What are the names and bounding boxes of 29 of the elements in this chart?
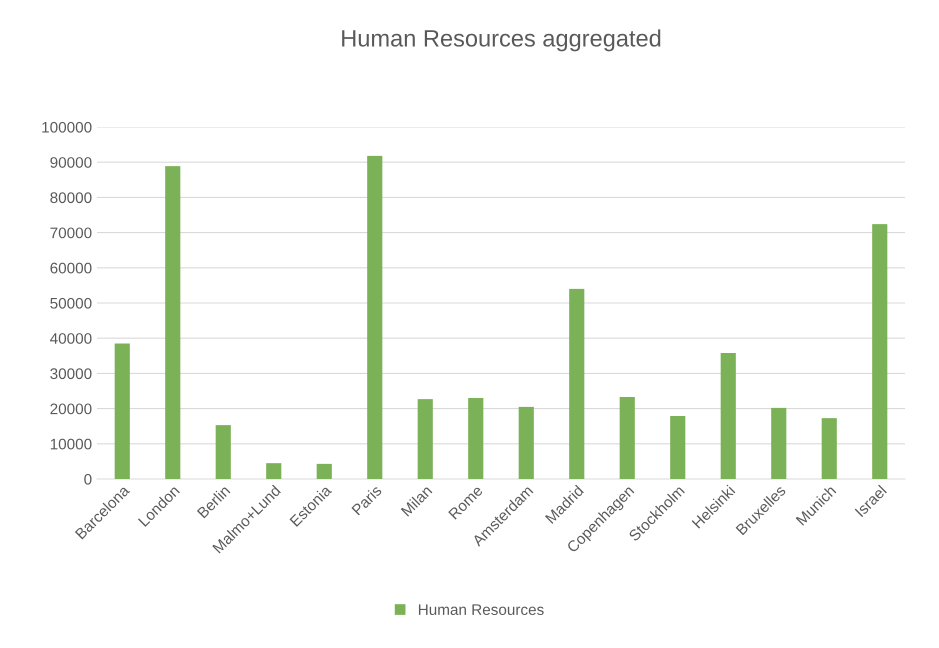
y-tick-label: 80000 xyxy=(50,192,92,204)
y-tick-label: 90000 xyxy=(50,157,92,168)
bar xyxy=(266,463,282,479)
y-tick-label: 30000 xyxy=(50,368,92,380)
legend-label: Human Resources xyxy=(418,604,544,616)
y-tick-label: 0 xyxy=(84,474,92,485)
bar xyxy=(418,399,433,479)
bar xyxy=(822,418,837,479)
bar xyxy=(569,288,584,479)
bar xyxy=(468,398,484,479)
bar xyxy=(114,343,130,479)
bar xyxy=(518,406,534,479)
bar xyxy=(872,224,888,479)
y-tick-label: 70000 xyxy=(50,227,92,238)
y-tick-label: 60000 xyxy=(50,262,92,274)
bar xyxy=(670,416,686,479)
bar xyxy=(316,464,332,479)
y-tick-label: 20000 xyxy=(50,403,92,414)
bar xyxy=(165,166,180,479)
y-tick-label: 40000 xyxy=(50,333,92,344)
bar xyxy=(720,352,736,479)
bar xyxy=(771,408,786,479)
bar xyxy=(620,396,635,479)
bar xyxy=(216,425,231,479)
bar xyxy=(367,156,382,479)
y-tick-label: 50000 xyxy=(50,298,92,309)
chart-title: Human Resources aggregated xyxy=(342,29,660,52)
y-tick-label: 10000 xyxy=(50,438,92,450)
y-tick-label: 100000 xyxy=(42,122,92,133)
